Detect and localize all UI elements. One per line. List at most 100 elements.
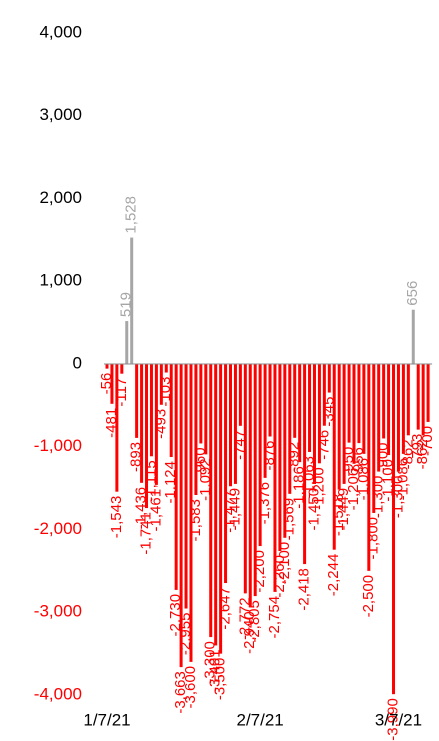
bar <box>312 364 316 484</box>
bar <box>308 364 312 452</box>
bar <box>233 364 237 484</box>
value-label: -1,543 <box>108 496 125 539</box>
bar <box>382 364 386 439</box>
bar <box>387 364 391 456</box>
bar <box>416 364 420 430</box>
value-label: -1,569 <box>281 498 298 541</box>
y-tick-label: 0 <box>73 353 82 372</box>
bar <box>219 364 223 654</box>
bar <box>278 364 282 552</box>
value-label: -3,300 <box>202 641 219 684</box>
bar <box>169 364 173 458</box>
value-label: -2,100 <box>276 542 293 585</box>
value-label: -2,647 <box>217 587 234 630</box>
x-tick-label: 1/7/21 <box>83 710 130 729</box>
bar <box>322 364 326 426</box>
value-label: -2,754 <box>266 596 283 639</box>
bar <box>154 364 158 485</box>
bar <box>164 364 168 373</box>
value-label: -1,518 <box>330 494 347 537</box>
value-label: -1,376 <box>256 482 273 525</box>
value-label: -956 <box>350 447 367 477</box>
bar <box>337 364 341 490</box>
bar <box>189 364 193 662</box>
value-label: -1,461 <box>147 489 164 532</box>
bar <box>377 364 381 472</box>
bar <box>293 364 297 438</box>
bar <box>243 364 247 594</box>
bar <box>238 364 242 426</box>
bar <box>199 364 203 444</box>
value-label: -3,600 <box>182 666 199 709</box>
value-label: -1,800 <box>365 517 382 560</box>
bar <box>392 364 396 695</box>
bar <box>179 364 183 668</box>
bar <box>149 364 153 457</box>
bar <box>362 364 366 454</box>
bar <box>229 364 232 487</box>
bar <box>194 364 198 495</box>
bar <box>135 364 139 438</box>
y-tick-label: -4,000 <box>34 684 82 703</box>
bar <box>327 364 331 393</box>
value-label: -1,477 <box>221 490 238 533</box>
bar <box>357 364 361 444</box>
value-label: -1,206 <box>345 468 362 511</box>
value-label: -2,500 <box>360 575 377 618</box>
bar <box>263 364 267 478</box>
value-label: -493 <box>152 409 169 439</box>
value-label: -2,418 <box>296 568 313 611</box>
bar <box>367 364 371 571</box>
y-tick-label: 1,000 <box>39 271 82 290</box>
value-label: -1,741 <box>137 512 154 555</box>
bar <box>120 364 124 374</box>
bar <box>342 364 346 484</box>
value-label: -746 <box>315 430 332 460</box>
bar <box>352 364 356 464</box>
y-tick-label: 4,000 <box>39 22 82 41</box>
bar <box>273 364 277 592</box>
bar <box>145 364 149 509</box>
value-label: -1,449 <box>335 488 352 531</box>
bar <box>159 364 163 405</box>
value-label: -2,260 <box>271 555 288 598</box>
bar <box>224 364 228 584</box>
bar <box>184 364 188 609</box>
x-tick-label: 3/7/21 <box>375 710 422 729</box>
value-label: -2,940 <box>241 611 258 654</box>
bar <box>303 364 307 565</box>
y-tick-label: 2,000 <box>39 188 82 207</box>
value-label: -700 <box>419 426 436 456</box>
bar <box>268 364 272 437</box>
bar <box>110 364 114 404</box>
y-tick-label: -3,000 <box>34 602 82 621</box>
value-label: 1,528 <box>123 196 140 234</box>
bar <box>258 364 262 547</box>
value-label: -3,500 <box>212 658 229 701</box>
bar <box>288 364 292 494</box>
bar <box>130 237 134 364</box>
value-label: -1,450 <box>305 488 322 531</box>
bar <box>317 364 321 464</box>
value-label: -1,300 <box>370 476 387 519</box>
value-label: -1,086 <box>394 458 411 501</box>
value-label: -2,772 <box>236 597 253 640</box>
bar <box>347 364 351 443</box>
bar <box>140 364 144 483</box>
bar <box>283 364 287 538</box>
x-tick-label: 2/7/21 <box>237 710 284 729</box>
bar <box>248 364 252 608</box>
y-tick-label: 3,000 <box>39 105 82 124</box>
value-label: -2,244 <box>325 554 342 597</box>
value-label: -3,401 <box>207 649 224 692</box>
bar <box>298 364 302 463</box>
value-label: -3,663 <box>172 671 189 714</box>
bar <box>125 321 129 364</box>
bar <box>105 364 109 369</box>
bar <box>209 364 213 638</box>
bar <box>396 364 400 472</box>
bar <box>406 364 410 436</box>
value-label: -1,583 <box>187 499 204 542</box>
